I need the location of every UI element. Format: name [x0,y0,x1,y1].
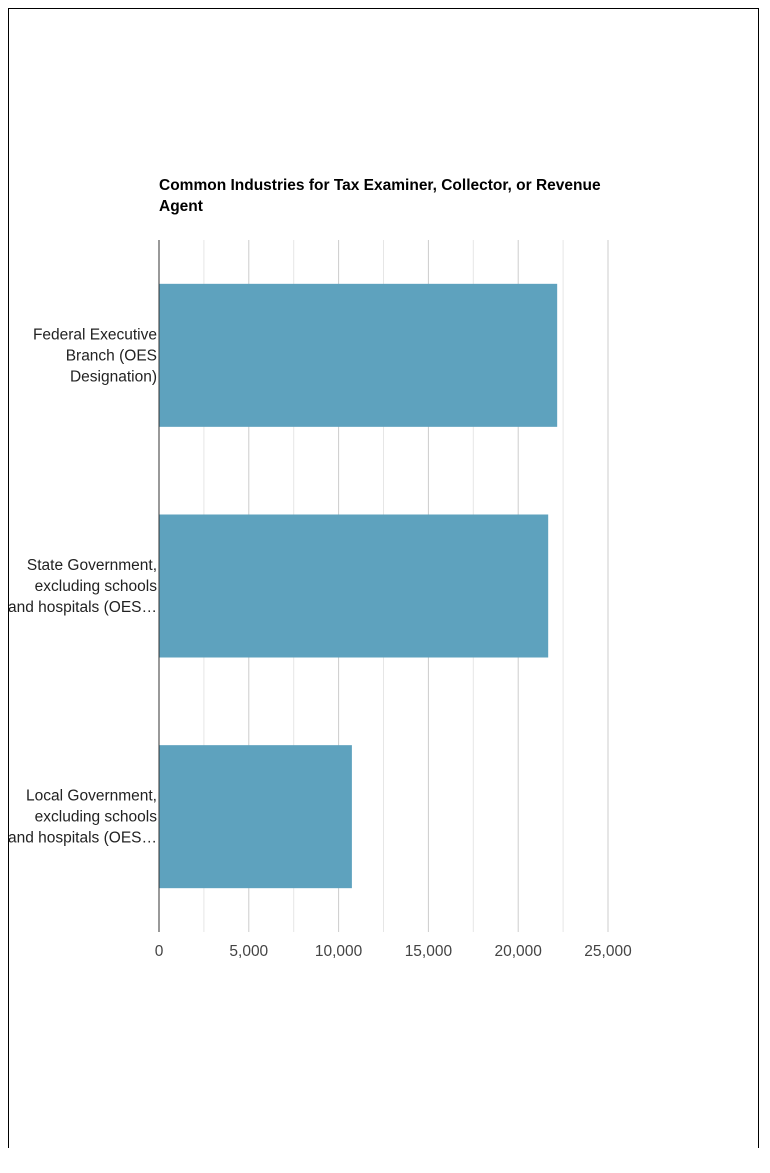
category-label-0-line-0: Federal Executive [33,326,157,343]
x-tick-label-3: 15,000 [405,943,453,960]
chart-title: Common Industries for Tax Examiner, Coll… [159,177,601,215]
category-label-1-line-2: and hospitals (OES… [8,599,157,616]
x-tick-label-4: 20,000 [494,943,542,960]
x-tick-label-2: 10,000 [315,943,363,960]
x-tick-label-0: 0 [155,943,164,960]
category-label-1-line-0: State Government, [27,557,157,574]
category-label-2: Local Government, excluding schools and ho… [8,788,157,847]
category-label-1: State Government, excluding schools and ho… [8,557,157,616]
x-tick-label-5: 25,000 [584,943,632,960]
category-label-2-line-0: Local Government, [26,788,157,805]
bar-1 [159,514,549,658]
chart-frame [8,8,759,1148]
category-label-2-line-1: excluding schools [35,809,158,826]
category-label-1-line-1: excluding schools [35,578,158,595]
category-label-0-line-2: Designation) [70,368,157,385]
category-label-2-line-2: and hospitals (OES… [8,830,157,847]
category-label-0: Federal Executive Branch (OES Designation) [33,326,157,385]
category-label-0-line-1: Branch (OES [66,347,157,364]
x-tick-label-1: 5,000 [229,943,268,960]
bar-2 [159,745,352,889]
bar-0 [159,283,558,427]
